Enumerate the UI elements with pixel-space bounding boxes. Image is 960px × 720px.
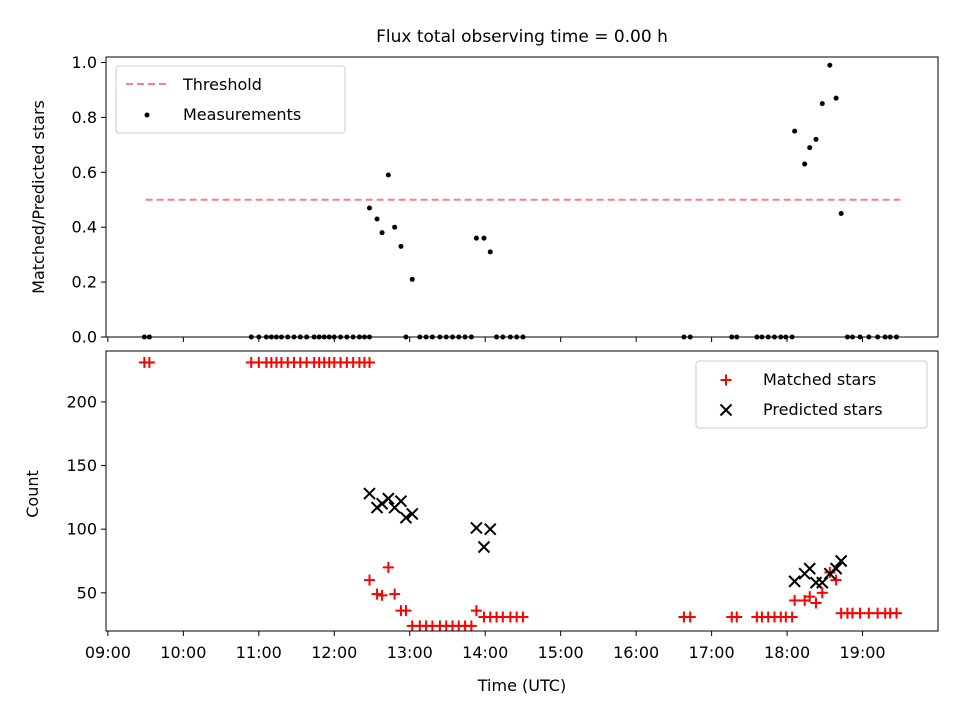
matched-star-point xyxy=(376,589,388,601)
top-legend: Threshold Measurements xyxy=(115,65,346,134)
matched-star-point xyxy=(465,620,477,632)
legend-matched-label: Matched stars xyxy=(763,370,876,389)
matched-star-point xyxy=(470,605,482,617)
predicted-star-point xyxy=(788,575,801,588)
measurement-point xyxy=(813,136,819,142)
measurement-point xyxy=(819,101,825,107)
matched-star-point xyxy=(789,594,801,606)
legend-measurements-label: Measurements xyxy=(183,105,301,124)
top-y-tick-label: 0.2 xyxy=(72,273,97,292)
top-y-tick-label: 0.4 xyxy=(72,218,97,237)
top-y-tick-label: 0.0 xyxy=(72,328,97,347)
top-y-ticks: 0.0 0.2 0.4 0.6 0.8 1.0 xyxy=(72,53,106,347)
matched-star-point xyxy=(786,611,798,623)
x-tick-label: 18:00 xyxy=(764,643,810,662)
measurement-point xyxy=(807,145,813,151)
matched-star-point xyxy=(890,607,902,619)
legend-x-marker xyxy=(719,403,733,417)
measurement-point xyxy=(838,210,844,216)
predicted-star-point xyxy=(470,521,483,535)
top-panel: 0.0 0.2 0.4 0.6 0.8 1.0 Matched/Predicted sta… xyxy=(29,53,939,347)
matched-star-point xyxy=(363,356,375,368)
top-y-tick-label: 0.6 xyxy=(72,163,97,182)
matched-star-point xyxy=(400,605,412,617)
bottom-legend: Matched stars Predicted stars xyxy=(695,360,928,429)
bottom-y-tick-label: 150 xyxy=(66,456,97,475)
measurement-point xyxy=(409,276,415,282)
measurement-point xyxy=(481,235,487,241)
legend-predicted-swatch xyxy=(719,403,733,417)
measurement-point xyxy=(827,62,833,68)
x-tick-label: 19:00 xyxy=(839,643,885,662)
predicted-star-point xyxy=(829,562,843,575)
bottom-y-ticks: 50 100 150 200 xyxy=(66,392,106,602)
measurement-point xyxy=(833,95,839,101)
x-axis-label: Time (UTC) xyxy=(477,676,566,695)
predicted-star-point xyxy=(406,507,419,521)
measurement-point xyxy=(366,205,372,211)
legend-matched-swatch xyxy=(720,374,732,386)
x-tick-label: 17:00 xyxy=(689,643,735,662)
measurement-point xyxy=(802,161,808,167)
matched-star-point xyxy=(517,611,529,623)
top-legend-box xyxy=(115,65,346,134)
bottom-y-tick-label: 200 xyxy=(66,392,97,411)
legend-predicted-label: Predicted stars xyxy=(763,400,883,419)
bottom-y-tick-label: 100 xyxy=(66,520,97,539)
measurement-point xyxy=(379,230,385,236)
x-tick-label: 10:00 xyxy=(160,643,206,662)
measurement-point xyxy=(385,172,391,178)
measurement-point xyxy=(473,235,479,241)
matched-star-point xyxy=(371,588,383,600)
x-tick-label: 15:00 xyxy=(538,643,584,662)
bottom-x-ticks: 09:00 10:00 11:00 12:00 13:00 14:00 15:00 16:00… xyxy=(85,631,886,662)
x-tick-label: 12:00 xyxy=(311,643,357,662)
matched-star-point xyxy=(363,574,375,586)
bottom-y-label: Count xyxy=(23,470,42,518)
x-tick-label: 09:00 xyxy=(85,643,131,662)
top-x-ticks xyxy=(107,337,864,342)
legend-plus-marker xyxy=(720,374,732,386)
bottom-y-tick-label: 50 xyxy=(77,583,97,602)
bottom-axes-frame xyxy=(105,350,939,632)
measurement-point xyxy=(398,243,404,249)
predicted-star-point xyxy=(394,494,408,508)
matched-star-point xyxy=(830,574,842,586)
chart-title: Flux total observing time = 0.00 h xyxy=(376,27,668,47)
top-y-tick-label: 0.8 xyxy=(72,108,97,127)
legend-threshold-label: Threshold xyxy=(182,75,262,94)
measurement-point xyxy=(487,249,493,255)
bottom-legend-box xyxy=(695,360,928,429)
matched-star-point xyxy=(143,356,155,368)
predicted-star-point xyxy=(834,554,848,568)
matched-star-point xyxy=(731,611,743,623)
bottom-panel: 50 100 150 200 09:00 10:00 11:00 12:00 13:00 14:… xyxy=(23,350,939,695)
measurement-point xyxy=(392,224,398,230)
x-tick-label: 16:00 xyxy=(613,643,659,662)
predicted-star-point xyxy=(382,492,395,505)
matched-star-point xyxy=(389,588,401,600)
measurement-point xyxy=(374,216,380,222)
matched-star-point xyxy=(804,591,816,603)
x-tick-label: 11:00 xyxy=(236,643,282,662)
matched-star-point xyxy=(816,587,828,599)
top-y-tick-label: 1.0 xyxy=(72,53,97,72)
matched-star-point xyxy=(382,561,394,573)
predicted-stars-points xyxy=(363,487,848,589)
legend-measurements-swatch xyxy=(144,112,150,118)
x-tick-label: 13:00 xyxy=(387,643,433,662)
predicted-star-point xyxy=(399,511,413,524)
predicted-star-point xyxy=(477,540,491,554)
x-tick-label: 14:00 xyxy=(462,643,508,662)
matched-star-point xyxy=(684,611,696,623)
predicted-star-point xyxy=(803,562,816,575)
predicted-star-point xyxy=(363,487,376,500)
matched-stars-points xyxy=(138,356,902,632)
matched-star-point xyxy=(810,597,822,609)
measurement-point xyxy=(792,128,798,134)
top-axes-frame xyxy=(105,56,939,338)
predicted-star-point xyxy=(484,522,497,536)
top-y-label: Matched/Predicted stars xyxy=(29,100,48,294)
